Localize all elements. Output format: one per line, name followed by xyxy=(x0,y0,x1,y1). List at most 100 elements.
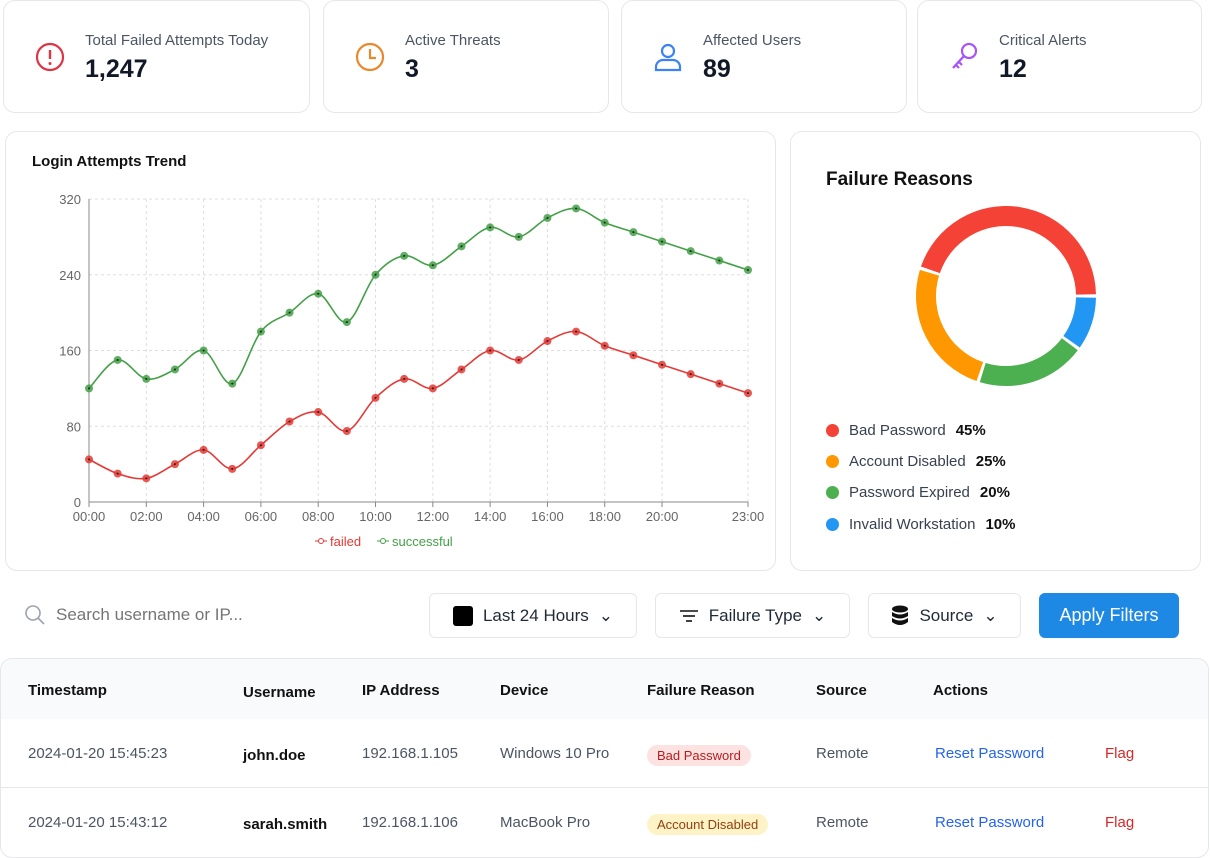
chevron-down-icon: ⌄ xyxy=(598,605,614,625)
ip-cell: 192.168.1.105 xyxy=(362,745,458,762)
user-icon xyxy=(654,43,682,72)
time-range-label: Last 24 Hours xyxy=(482,605,589,625)
clock-icon xyxy=(355,42,385,72)
data-point-center xyxy=(546,340,549,343)
data-point-center xyxy=(517,235,520,238)
stat-value: 1,247 xyxy=(85,55,148,83)
data-point-center xyxy=(747,269,749,272)
x-tick-label: 08:00 xyxy=(302,509,335,524)
donut-slice-invalid-workstation xyxy=(1063,297,1096,348)
failure-reasons-panel: Failure Reasons Bad Password 45% Account … xyxy=(790,131,1201,571)
filter-icon xyxy=(679,609,698,622)
data-point-center xyxy=(374,396,377,399)
table-row: 2024-01-20 15:43:12 sarah.smith 192.168.… xyxy=(1,787,1208,855)
data-point-center xyxy=(202,448,205,451)
column-header: Username xyxy=(243,684,316,701)
stat-label: Total Failed Attempts Today xyxy=(85,32,269,49)
y-tick-label: 240 xyxy=(59,268,81,283)
data-point-center xyxy=(718,259,721,262)
data-point-center xyxy=(173,368,176,371)
source-dropdown[interactable]: Source ⌄ xyxy=(868,593,1021,638)
data-point-center xyxy=(116,358,119,361)
stat-card-failed-attempts: Total Failed Attempts Today 1,247 xyxy=(3,0,310,113)
database-icon xyxy=(892,605,909,625)
column-header: Source xyxy=(816,682,867,699)
data-point-center xyxy=(116,472,119,475)
data-point-center xyxy=(345,429,348,432)
table-header: Timestamp Username IP Address Device Fai… xyxy=(1,659,1208,719)
donut-slice-password-expired xyxy=(979,338,1078,386)
key-icon xyxy=(952,42,978,69)
chevron-down-icon: ⌄ xyxy=(983,605,998,625)
legend-failed: failed xyxy=(330,534,361,549)
search-input[interactable] xyxy=(56,605,356,625)
failure-reason-badge: Account Disabled xyxy=(647,814,769,835)
chart-title: Login Attempts Trend xyxy=(32,153,187,170)
flag-link[interactable]: Flag xyxy=(1105,814,1135,831)
source-cell: Remote xyxy=(816,814,869,831)
data-point-center xyxy=(460,245,463,248)
username-cell: sarah.smith xyxy=(243,816,328,833)
x-tick-label: 06:00 xyxy=(245,509,278,524)
data-point-center xyxy=(403,377,406,380)
series-line-successful xyxy=(88,207,749,389)
x-tick-label: 14:00 xyxy=(474,509,507,524)
failure-reason-badge: Bad Password xyxy=(647,745,751,766)
search-box[interactable] xyxy=(24,604,356,626)
data-point-center xyxy=(632,231,635,234)
ip-cell: 192.168.1.106 xyxy=(362,814,458,831)
data-point-center xyxy=(661,240,664,243)
stat-label: Affected Users xyxy=(703,32,802,49)
data-point-center xyxy=(575,330,578,333)
y-tick-label: 320 xyxy=(59,192,81,207)
reset-password-link[interactable]: Reset Password xyxy=(935,745,1045,762)
legend-invalid-workstation: Invalid Workstation 10% xyxy=(826,516,1015,533)
data-point-center xyxy=(689,250,692,253)
x-tick-label: 10:00 xyxy=(359,509,392,524)
calendar-icon xyxy=(452,605,473,626)
data-point-center xyxy=(259,330,262,333)
timestamp-cell: 2024-01-20 15:45:23 xyxy=(28,745,168,762)
data-point-center xyxy=(259,444,262,447)
stat-value: 89 xyxy=(703,55,731,83)
legend-marker xyxy=(380,538,386,544)
column-header: Actions xyxy=(933,682,989,699)
data-point-center xyxy=(288,311,291,314)
stat-card-critical-alerts: Critical Alerts 12 xyxy=(917,0,1202,113)
data-point-center xyxy=(231,382,234,385)
data-point-center xyxy=(718,382,721,385)
data-point-center xyxy=(431,387,434,390)
legend-marker xyxy=(318,538,324,544)
series-line-failed xyxy=(88,330,749,480)
stat-value: 12 xyxy=(999,55,1027,83)
stat-value: 3 xyxy=(405,55,419,83)
data-point-center xyxy=(517,358,520,361)
data-point-center xyxy=(288,420,291,423)
data-point-center xyxy=(317,411,320,414)
x-tick-label: 00:00 xyxy=(73,509,106,524)
source-cell: Remote xyxy=(816,745,869,762)
chart-title: Failure Reasons xyxy=(826,169,973,190)
reset-password-link[interactable]: Reset Password xyxy=(935,814,1045,831)
data-point-center xyxy=(345,321,348,324)
time-range-dropdown[interactable]: Last 24 Hours ⌄ xyxy=(429,593,637,638)
legend-password-expired: Password Expired 20% xyxy=(826,484,1010,501)
failure-type-dropdown[interactable]: Failure Type ⌄ xyxy=(655,593,850,638)
x-tick-label: 20:00 xyxy=(646,509,679,524)
column-header: Failure Reason xyxy=(647,682,755,699)
device-cell: MacBook Pro xyxy=(500,814,591,831)
data-point-center xyxy=(632,354,635,357)
data-point-center xyxy=(603,344,606,347)
flag-link[interactable]: Flag xyxy=(1105,745,1135,762)
donut-slice-bad-password xyxy=(920,205,1096,295)
column-header: Timestamp xyxy=(28,682,107,699)
x-tick-label: 16:00 xyxy=(531,509,564,524)
table-row: 2024-01-20 15:45:23 john.doe 192.168.1.1… xyxy=(1,719,1208,787)
alert-circle-icon xyxy=(35,42,65,72)
failed-logins-table: Timestamp Username IP Address Device Fai… xyxy=(0,658,1209,858)
data-point-center xyxy=(603,221,606,224)
apply-filters-button[interactable]: Apply Filters xyxy=(1039,593,1179,638)
failure-reasons-donut xyxy=(916,205,1096,386)
y-tick-label: 0 xyxy=(74,495,81,510)
x-tick-label: 23:00 xyxy=(732,509,765,524)
